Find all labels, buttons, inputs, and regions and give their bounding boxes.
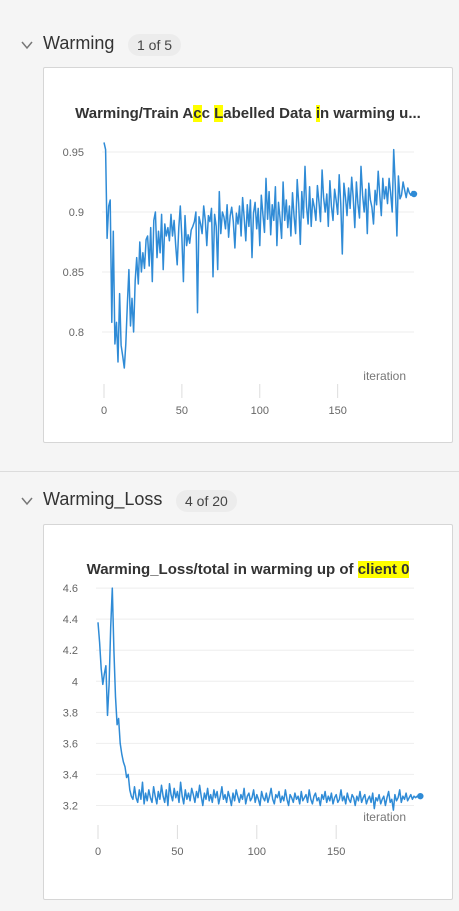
title-highlight: i <box>315 105 320 122</box>
y-tick-label: 4.4 <box>63 614 78 626</box>
chart-title: Warming_Loss/total in warming up of clie… <box>44 561 452 578</box>
section-title: Warming_Loss <box>43 489 163 509</box>
chevron-down-icon[interactable] <box>20 494 34 508</box>
section-warming: Warming 1 of 5 Warming/Train Acc Labelle… <box>0 30 459 443</box>
section-title: Warming <box>43 33 115 53</box>
title-highlight: L <box>214 105 224 122</box>
x-tick-label: 150 <box>328 405 346 417</box>
series-line <box>103 142 415 369</box>
x-axis-label: iteration <box>363 810 406 824</box>
x-tick-label: 50 <box>176 405 188 417</box>
section-header[interactable]: Warming 1 of 5 <box>0 30 459 60</box>
y-tick-label: 0.8 <box>69 327 84 339</box>
x-tick-label: 100 <box>251 405 269 417</box>
x-tick-label: 100 <box>248 846 266 858</box>
title-text: n warming u... <box>319 105 421 122</box>
chart-svg: 0.8 0.85 0.9 0.95 0 50 100 150 iteration <box>63 142 418 417</box>
last-point-marker <box>410 190 418 198</box>
x-axis-label: iteration <box>363 369 406 383</box>
section-count-badge: 1 of 5 <box>128 34 182 56</box>
title-text: Warming/Train A <box>75 105 194 122</box>
section-header[interactable]: Warming_Loss 4 of 20 <box>0 486 459 516</box>
last-point-marker <box>417 792 424 800</box>
title-text: Warming_Loss/total in warming up of <box>86 561 358 578</box>
x-tick-label: 0 <box>95 846 101 858</box>
section-divider <box>0 471 459 472</box>
y-tick-label: 3.2 <box>63 800 78 812</box>
y-tick-label: 0.9 <box>69 207 84 219</box>
y-tick-label: 3.4 <box>63 769 78 781</box>
x-tick-label: 0 <box>101 405 107 417</box>
x-tick-label: 50 <box>171 846 183 858</box>
x-tick-label: 150 <box>327 846 345 858</box>
y-tick-label: 0.95 <box>63 147 84 159</box>
y-tick-label: 3.8 <box>63 707 78 719</box>
y-tick-label: 4.2 <box>63 645 78 657</box>
title-text: abelled Data <box>223 105 316 122</box>
chart-card[interactable]: Warming_Loss/total in warming up of clie… <box>43 524 453 900</box>
chart-title: Warming/Train Acc Labelled Data in warmi… <box>44 105 452 122</box>
y-tick-label: 3.6 <box>63 738 78 750</box>
chart-svg: 3.2 3.4 3.6 3.8 4 4.2 4.4 4.6 0 50 100 150 iteration <box>63 583 424 858</box>
y-tick-label: 0.85 <box>63 267 84 279</box>
title-highlight: client 0 <box>357 561 410 578</box>
y-tick-label: 4.6 <box>63 583 78 595</box>
section-warming-loss: Warming_Loss 4 of 20 Warming_Loss/total … <box>0 472 459 911</box>
series-line <box>97 587 421 811</box>
y-tick-label: 4 <box>72 676 78 688</box>
title-text: c <box>201 105 215 122</box>
title-highlight: c <box>193 105 202 122</box>
chart-card[interactable]: Warming/Train Acc Labelled Data in warmi… <box>43 67 453 443</box>
chevron-down-icon[interactable] <box>20 38 34 52</box>
section-count-badge: 4 of 20 <box>176 490 237 512</box>
